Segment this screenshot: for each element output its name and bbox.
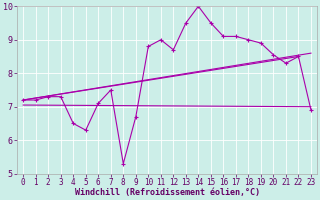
X-axis label: Windchill (Refroidissement éolien,°C): Windchill (Refroidissement éolien,°C) (75, 188, 260, 197)
